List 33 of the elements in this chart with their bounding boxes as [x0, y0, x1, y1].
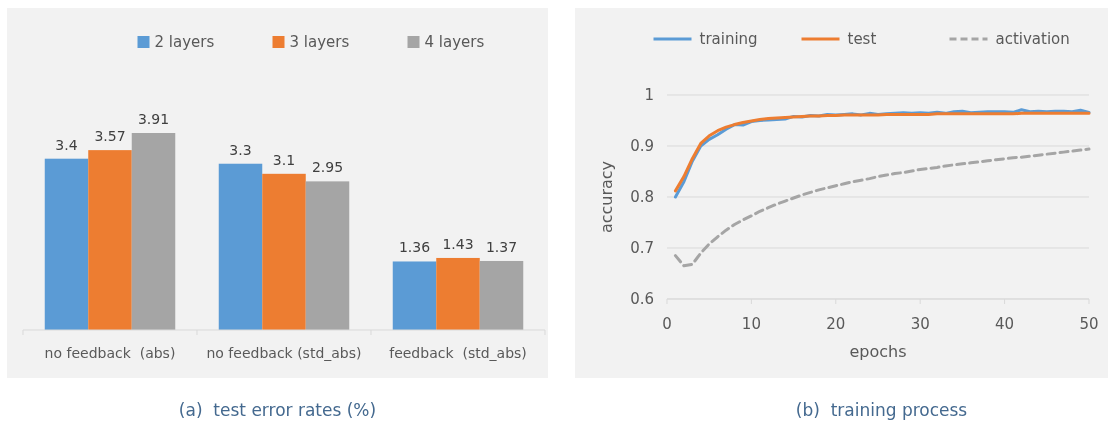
data-label: 3.1 — [272, 151, 296, 168]
legend-label: 4 layers — [424, 33, 485, 51]
y-tick-label: 0.7 — [630, 239, 654, 257]
x-tick-label: 10 — [741, 315, 761, 333]
data-label: 3.91 — [137, 111, 170, 127]
x-tick-label: 0 — [662, 315, 672, 333]
y-tick-label: 0.6 — [630, 290, 654, 308]
data-label: 2.95 — [311, 159, 344, 176]
x-tick-label: 40 — [995, 315, 1015, 333]
data-label: 3.57 — [94, 128, 126, 145]
data-label: 1.36 — [398, 239, 431, 256]
legend-label: test — [847, 30, 877, 48]
data-label: 1.37 — [485, 238, 518, 255]
legend-label: 2 layers — [154, 33, 215, 51]
y-tick-label: 1 — [644, 86, 654, 104]
x-tick-label: feedback (std_abs) — [389, 345, 527, 361]
text: (b) training process — [795, 400, 968, 420]
data-label: 3.4 — [55, 136, 78, 153]
y-tick-label: 0.8 — [630, 188, 654, 206]
text: (a) test error rates (%) — [178, 400, 377, 420]
x-tick-label: no feedback (abs) — [44, 345, 176, 361]
x-tick-label: no feedback (std_abs) — [206, 345, 362, 361]
x-tick-label: 20 — [826, 315, 846, 333]
legend-label: training — [699, 30, 758, 48]
legend-label: 3 layers — [289, 33, 350, 51]
legend-label: activation — [995, 30, 1070, 48]
x-tick-label: 50 — [1079, 315, 1099, 333]
y-tick-label: 0.9 — [630, 137, 654, 155]
y-axis-title: accuracy — [597, 160, 616, 234]
data-label: 3.3 — [229, 141, 252, 158]
x-tick-label: 30 — [910, 315, 930, 333]
x-axis-title: epochs — [849, 342, 907, 361]
data-label: 1.43 — [442, 235, 474, 252]
